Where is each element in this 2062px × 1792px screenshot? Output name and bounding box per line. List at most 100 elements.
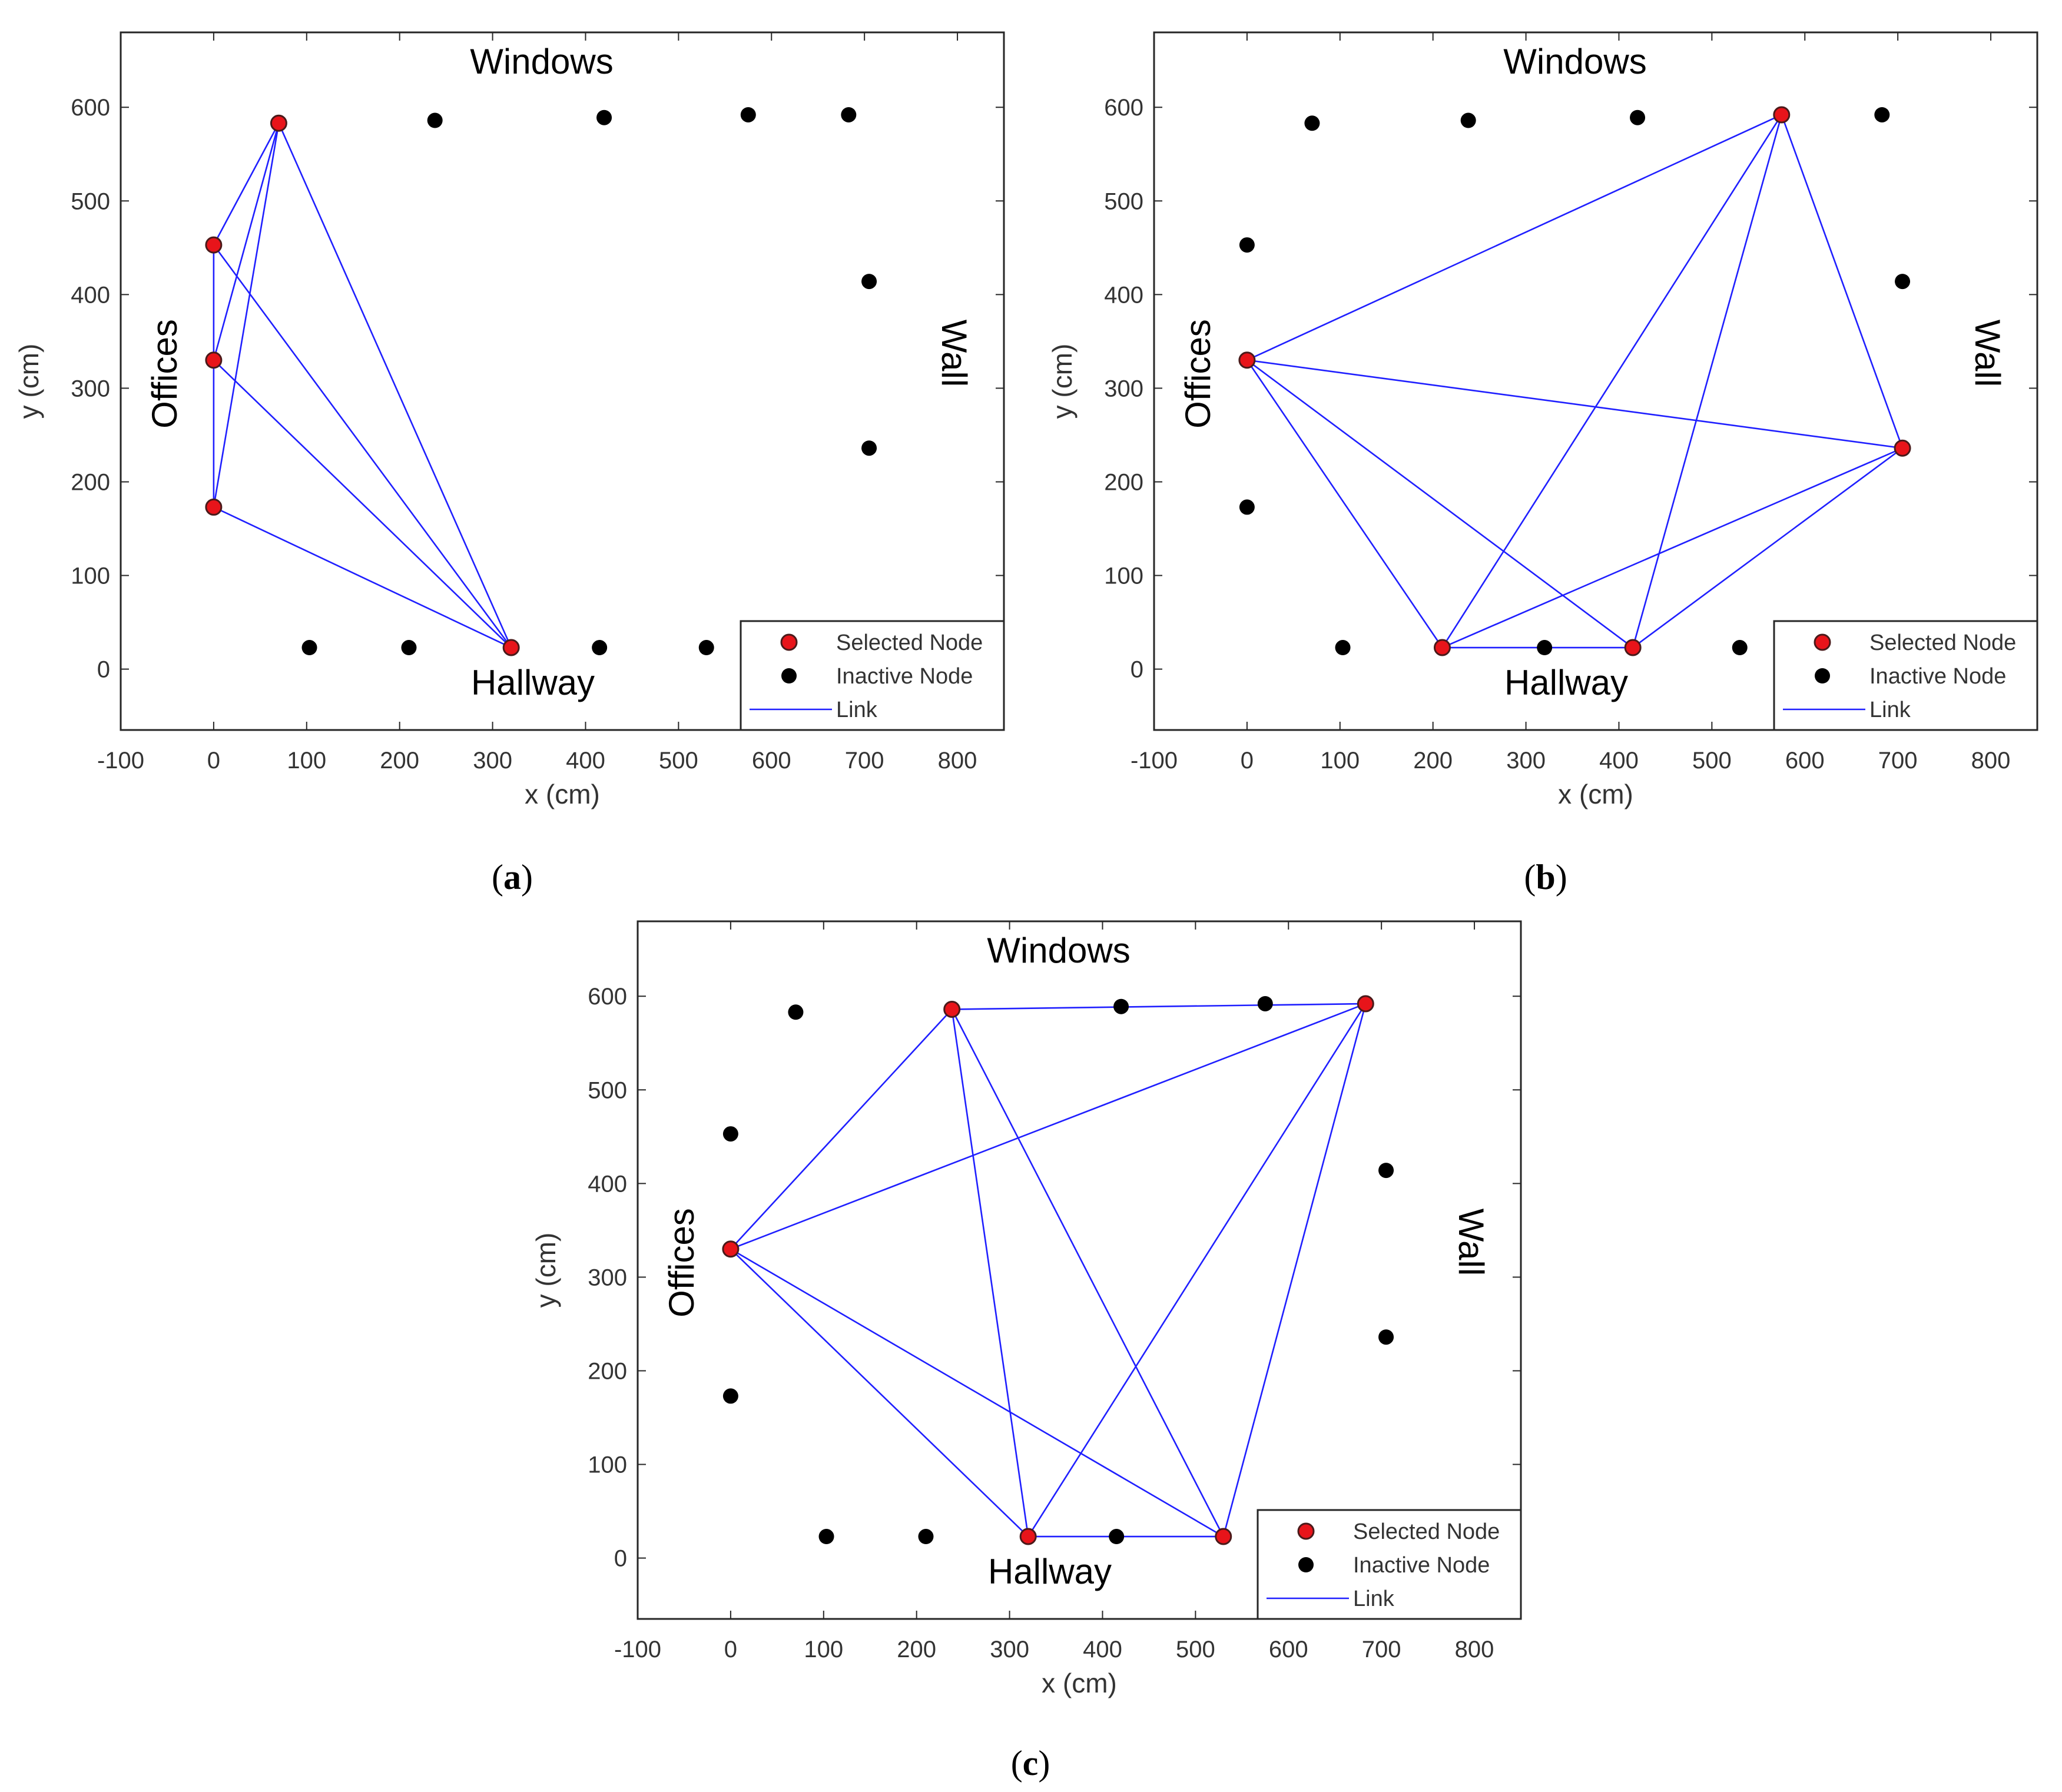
inactive-node (918, 1529, 934, 1545)
legend-link-label: Link (1869, 698, 1911, 722)
selected-node (1773, 106, 1791, 124)
inactive-node (1630, 109, 1646, 125)
inactive-node (722, 1388, 738, 1404)
annotation-windows: Windows (470, 42, 613, 81)
link-line (213, 506, 512, 649)
annotation-offices: Offices (145, 319, 184, 429)
x-tick-label: -100 (614, 1637, 661, 1662)
annotation-hallway: Hallway (988, 1552, 1112, 1591)
legend-selected-marker (780, 633, 798, 651)
annotation-offices: Offices (1178, 319, 1218, 429)
selected-node (205, 498, 223, 516)
x-tick-label: 400 (1599, 748, 1639, 774)
annotation-windows: Windows (1503, 42, 1646, 81)
link-line (952, 1003, 1366, 1010)
x-tick-label: 300 (1506, 748, 1546, 774)
x-tick-label: 700 (845, 748, 884, 774)
link-line (1246, 359, 1443, 648)
x-tick-label: 800 (1455, 1637, 1494, 1662)
inactive-node (1257, 995, 1273, 1011)
selected-node (1357, 995, 1374, 1013)
x-tick-label: 0 (1241, 748, 1254, 774)
link-line (213, 122, 280, 245)
x-tick-label: 600 (752, 748, 791, 774)
y-tick-label: 500 (588, 1077, 627, 1103)
y-tick-label: 200 (71, 469, 110, 495)
y-tick-label: 600 (588, 984, 627, 1010)
legend-inactive-marker (1298, 1557, 1314, 1572)
x-tick-label: 0 (724, 1637, 737, 1662)
inactive-node (1113, 998, 1129, 1014)
caption-close-paren: ) (1038, 1744, 1050, 1783)
inactive-node (427, 112, 443, 128)
link-line (1781, 114, 1904, 449)
link-line (1027, 1003, 1367, 1537)
x-tick-label: 800 (1971, 748, 2011, 774)
x-tick-label: 700 (1878, 748, 1918, 774)
inactive-node (841, 107, 857, 122)
link-line (730, 1248, 1029, 1537)
x-tick-label: 0 (207, 748, 220, 774)
x-tick-label: 700 (1362, 1637, 1401, 1662)
caption-letter: a (503, 858, 521, 897)
inactive-node (818, 1529, 834, 1545)
annotation-hallway: Hallway (471, 663, 595, 702)
inactive-node (722, 1126, 738, 1142)
inactive-node (1460, 112, 1476, 128)
legend-selected-marker (1814, 633, 1831, 651)
legend-inactive-marker (781, 668, 797, 683)
inactive-node (861, 440, 877, 456)
x-tick-label: 100 (804, 1637, 843, 1662)
selected-node (205, 236, 223, 254)
y-tick-label: 200 (1104, 469, 1143, 495)
link-line (1441, 114, 1782, 648)
x-axis-label: x (cm) (1042, 1668, 1117, 1698)
inactive-node (861, 274, 877, 290)
legend-link-label: Link (1353, 1587, 1395, 1611)
x-tick-label: 500 (659, 748, 698, 774)
panel-caption: (c) (1011, 1744, 1050, 1783)
inactive-node (740, 107, 756, 122)
selected-node (1238, 351, 1256, 369)
legend-inactive-label: Inactive Node (836, 664, 973, 689)
link-line (1247, 359, 1633, 649)
y-axis-label: y (cm) (1047, 344, 1078, 419)
y-tick-label: 100 (1104, 563, 1143, 589)
link-line (213, 122, 280, 361)
y-axis-label: y (cm) (14, 344, 44, 419)
caption-open-paren: ( (1524, 858, 1536, 897)
inactive-node (1537, 640, 1553, 656)
link-line (213, 359, 512, 648)
inactive-node (1109, 1529, 1125, 1545)
legend-inactive-marker (1815, 668, 1830, 683)
link-line (730, 1248, 1224, 1538)
x-tick-label: 100 (1320, 748, 1360, 774)
legend-inactive-label: Inactive Node (1869, 664, 2006, 689)
plot-area (120, 31, 1005, 731)
link-line (730, 1003, 1366, 1250)
y-axis-label: y (cm) (531, 1233, 561, 1308)
annotation-windows: Windows (987, 931, 1130, 970)
link-line (951, 1008, 1224, 1537)
legend: Selected Node Inactive Node Link (740, 620, 1005, 731)
x-axis-label: x (cm) (1558, 779, 1633, 809)
chart-panel-a: -100 0 100 200 300 400 500 600 700 800 0 100 200 300 4… (14, 31, 1005, 897)
inactive-node (788, 1004, 804, 1020)
inactive-node (1895, 274, 1911, 290)
selected-node (1894, 439, 1911, 457)
y-tick-label: 100 (71, 563, 110, 589)
annotation-wall: Wall (934, 320, 974, 387)
y-tick-label: 400 (1104, 282, 1143, 308)
selected-node (722, 1240, 740, 1258)
x-tick-label: 200 (380, 748, 419, 774)
inactive-node (1239, 499, 1255, 515)
x-tick-label: 400 (566, 748, 605, 774)
inactive-node (1874, 107, 1890, 122)
y-tick-label: 400 (588, 1171, 627, 1197)
legend-selected-label: Selected Node (1353, 1519, 1500, 1544)
legend-selected-label: Selected Node (1869, 630, 2016, 655)
link-line (213, 123, 280, 507)
x-tick-label: 600 (1785, 748, 1825, 774)
plot-area (1153, 31, 2038, 731)
y-tick-label: 0 (614, 1546, 627, 1572)
